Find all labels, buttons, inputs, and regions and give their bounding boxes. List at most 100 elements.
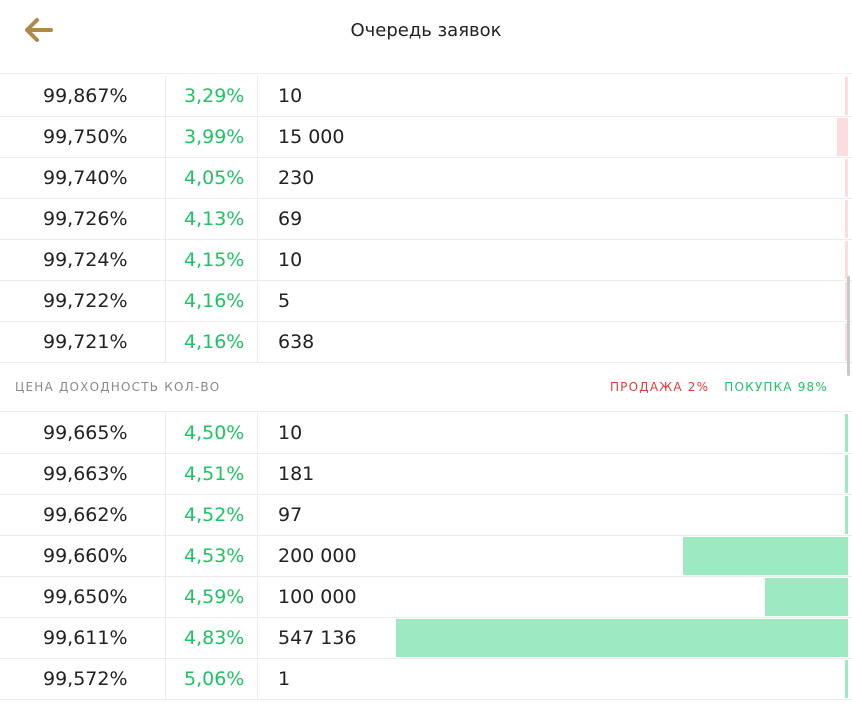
buy-order-price: 99,650% bbox=[43, 586, 128, 608]
buy-order-quantity: 97 bbox=[278, 504, 303, 526]
sell-depth-bar bbox=[845, 323, 848, 361]
buy-order-yield: 4,53% bbox=[184, 545, 245, 567]
buy-order-yield: 4,51% bbox=[184, 463, 245, 485]
scrollbar[interactable] bbox=[847, 276, 850, 376]
buy-order-yield: 4,59% bbox=[184, 586, 245, 608]
buy-depth-bar bbox=[765, 578, 848, 616]
sell-order-quantity: 230 bbox=[278, 167, 315, 189]
arrow-left-icon bbox=[25, 18, 53, 42]
buy-order-quantity: 100 000 bbox=[278, 586, 357, 608]
sell-order-price: 99,867% bbox=[43, 85, 128, 107]
sell-order-quantity: 10 bbox=[278, 85, 303, 107]
column-divider bbox=[165, 76, 166, 116]
buy-order-yield: 5,06% bbox=[184, 668, 245, 690]
buy-order-quantity: 10 bbox=[278, 422, 303, 444]
sell-order-row[interactable]: 99,724% 4,15% 10 bbox=[0, 240, 852, 281]
column-divider bbox=[165, 659, 166, 699]
sell-buy-ratio: ПРОДАЖА 2% ПОКУПКА 98% bbox=[610, 380, 828, 394]
page-title: Очередь заявок bbox=[350, 20, 502, 41]
column-divider bbox=[165, 199, 166, 239]
sell-order-row[interactable]: 99,750% 3,99% 15 000 bbox=[0, 117, 852, 158]
column-divider bbox=[257, 413, 258, 453]
buy-depth-bar bbox=[683, 537, 848, 575]
buy-order-row[interactable]: 99,650% 4,59% 100 000 bbox=[0, 577, 852, 618]
buy-order-row[interactable]: 99,662% 4,52% 97 bbox=[0, 495, 852, 536]
column-divider bbox=[165, 495, 166, 535]
sell-order-price: 99,724% bbox=[43, 249, 128, 271]
column-divider bbox=[165, 240, 166, 280]
buy-order-row[interactable]: 99,611% 4,83% 547 136 bbox=[0, 618, 852, 659]
buy-order-quantity: 1 bbox=[278, 668, 291, 690]
buy-order-quantity: 547 136 bbox=[278, 627, 357, 649]
buy-orders-list: 99,665% 4,50% 10 99,663% 4,51% 181 99,662% 4,52… bbox=[0, 413, 852, 700]
column-divider bbox=[165, 117, 166, 157]
sell-order-yield: 4,15% bbox=[184, 249, 245, 271]
sell-order-row[interactable]: 99,740% 4,05% 230 bbox=[0, 158, 852, 199]
buy-order-quantity: 181 bbox=[278, 463, 315, 485]
sell-depth-bar bbox=[845, 159, 848, 197]
column-divider bbox=[165, 281, 166, 321]
column-divider bbox=[165, 577, 166, 617]
sell-orders-list: 99,867% 3,29% 10 99,750% 3,99% 15 000 99,740% 4… bbox=[0, 76, 852, 363]
sell-order-quantity: 15 000 bbox=[278, 126, 345, 148]
header: Очередь заявок bbox=[0, 0, 852, 74]
buy-depth-bar bbox=[845, 455, 848, 493]
buy-order-row[interactable]: 99,572% 5,06% 1 bbox=[0, 659, 852, 700]
buy-depth-bar bbox=[396, 619, 848, 657]
buy-percentage: ПОКУПКА 98% bbox=[724, 380, 828, 394]
sell-depth-bar bbox=[845, 200, 848, 238]
sell-order-row[interactable]: 99,867% 3,29% 10 bbox=[0, 76, 852, 117]
column-divider bbox=[165, 158, 166, 198]
buy-order-price: 99,662% bbox=[43, 504, 128, 526]
sell-order-yield: 4,16% bbox=[184, 331, 245, 353]
sell-order-price: 99,726% bbox=[43, 208, 128, 230]
sell-order-price: 99,722% bbox=[43, 290, 128, 312]
sell-depth-bar bbox=[845, 282, 848, 320]
buy-order-row[interactable]: 99,660% 4,53% 200 000 bbox=[0, 536, 852, 577]
column-divider bbox=[257, 577, 258, 617]
buy-order-quantity: 200 000 bbox=[278, 545, 357, 567]
sell-order-price: 99,740% bbox=[43, 167, 128, 189]
column-divider bbox=[257, 536, 258, 576]
sell-order-yield: 3,99% bbox=[184, 126, 245, 148]
column-divider bbox=[257, 76, 258, 116]
buy-order-price: 99,665% bbox=[43, 422, 128, 444]
buy-order-row[interactable]: 99,665% 4,50% 10 bbox=[0, 413, 852, 454]
sell-order-yield: 4,05% bbox=[184, 167, 245, 189]
column-divider bbox=[257, 158, 258, 198]
column-divider bbox=[257, 281, 258, 321]
sell-order-quantity: 10 bbox=[278, 249, 303, 271]
column-headers: ЦЕНА ДОХОДНОСТЬ КОЛ-ВО bbox=[15, 380, 221, 394]
buy-order-row[interactable]: 99,663% 4,51% 181 bbox=[0, 454, 852, 495]
column-divider bbox=[257, 618, 258, 658]
sell-order-yield: 3,29% bbox=[184, 85, 245, 107]
column-divider bbox=[257, 454, 258, 494]
column-divider bbox=[257, 322, 258, 362]
sell-order-price: 99,721% bbox=[43, 331, 128, 353]
buy-depth-bar bbox=[845, 660, 848, 698]
column-divider bbox=[165, 454, 166, 494]
column-divider bbox=[257, 659, 258, 699]
buy-depth-bar bbox=[845, 496, 848, 534]
sell-order-quantity: 69 bbox=[278, 208, 303, 230]
sell-order-price: 99,750% bbox=[43, 126, 128, 148]
sell-depth-bar bbox=[837, 118, 848, 156]
buy-order-price: 99,572% bbox=[43, 668, 128, 690]
column-divider bbox=[165, 536, 166, 576]
sell-order-yield: 4,13% bbox=[184, 208, 245, 230]
sell-order-yield: 4,16% bbox=[184, 290, 245, 312]
back-button[interactable] bbox=[18, 12, 58, 48]
buy-order-price: 99,663% bbox=[43, 463, 128, 485]
buy-depth-bar bbox=[845, 414, 848, 452]
sell-order-row[interactable]: 99,722% 4,16% 5 bbox=[0, 281, 852, 322]
sell-order-row[interactable]: 99,721% 4,16% 638 bbox=[0, 322, 852, 363]
sell-percentage: ПРОДАЖА 2% bbox=[609, 380, 710, 394]
column-divider bbox=[257, 240, 258, 280]
buy-order-yield: 4,52% bbox=[184, 504, 245, 526]
column-divider bbox=[257, 117, 258, 157]
buy-order-price: 99,611% bbox=[43, 627, 128, 649]
sell-order-quantity: 5 bbox=[278, 290, 291, 312]
column-divider bbox=[165, 413, 166, 453]
column-divider bbox=[165, 618, 166, 658]
sell-order-row[interactable]: 99,726% 4,13% 69 bbox=[0, 199, 852, 240]
